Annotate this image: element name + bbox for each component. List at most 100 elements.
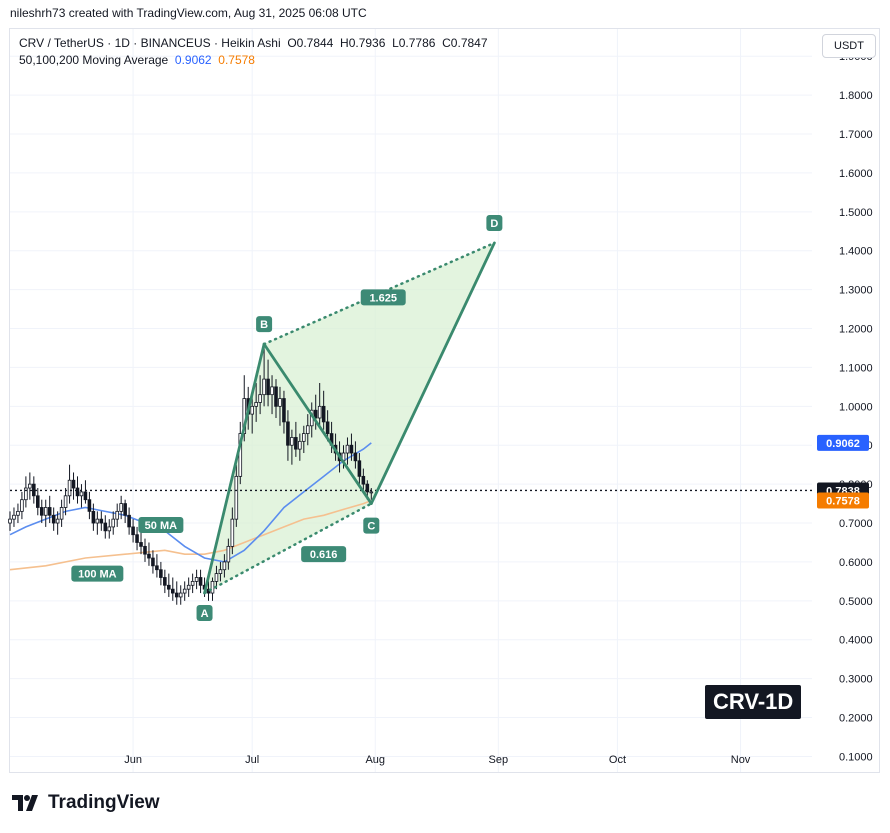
ma-label: 50,100,200 Moving Average — [19, 53, 169, 67]
candle-body — [302, 433, 306, 442]
candle-body — [32, 483, 36, 497]
ma50-line — [9, 442, 372, 563]
candle — [47, 495, 52, 524]
ma100-line — [9, 499, 372, 571]
y-tick-label: 1.8000 — [839, 90, 873, 102]
ma-label-bg — [71, 565, 124, 582]
symbol-info: CRV / TetherUS · 1D · BINANCEUS · Heikin… — [19, 36, 281, 50]
harmonic-pattern: A B C D 1.625 0.616 50 MA 100 MA — [71, 214, 503, 622]
candle-body — [135, 534, 139, 543]
point-label-d: D — [486, 214, 503, 231]
candle — [119, 495, 123, 520]
candle-body — [365, 483, 370, 493]
candle-body — [79, 491, 84, 497]
candle — [87, 491, 92, 520]
candle — [305, 414, 310, 446]
y-tick-label: 1.0000 — [839, 401, 873, 413]
candle — [71, 472, 76, 500]
candle — [75, 476, 80, 504]
candle — [103, 515, 108, 539]
price-badge-text: 0.7578 — [826, 496, 860, 508]
candle — [170, 577, 175, 601]
x-tick-label: Aug — [365, 754, 385, 766]
open-value: O0.7844 — [287, 36, 334, 50]
ma-label-text: 50 MA — [145, 520, 177, 532]
candle — [270, 375, 274, 415]
candle-body — [155, 565, 159, 571]
candle — [321, 390, 326, 430]
candle-body — [20, 499, 24, 512]
candle — [32, 476, 36, 504]
candle-body — [258, 394, 262, 403]
point-label-c-bg — [363, 517, 380, 534]
candle — [349, 433, 354, 461]
currency-button[interactable]: USDT — [822, 34, 876, 58]
candle — [186, 577, 191, 597]
candle-body — [131, 526, 135, 536]
candle-body — [194, 577, 199, 582]
candle — [115, 503, 119, 527]
candle — [250, 394, 254, 434]
candle — [317, 382, 322, 426]
candle-body — [47, 507, 52, 516]
candle-body — [139, 542, 143, 547]
y-tick-label: 1.5000 — [839, 207, 873, 219]
point-label-c: C — [363, 517, 380, 534]
y-tick-label: 1.2000 — [839, 324, 873, 336]
y-tick-label: 0.6000 — [839, 557, 873, 569]
candle-body — [234, 475, 239, 520]
chart-legend: CRV / TetherUS · 1D · BINANCEUS · Heikin… — [19, 35, 488, 69]
candle — [12, 507, 16, 527]
candle — [127, 507, 131, 535]
candle-body — [186, 584, 191, 590]
candle-body — [182, 588, 187, 594]
candle — [167, 573, 171, 597]
moving-averages — [9, 442, 372, 571]
y-tick-label: 1.4000 — [839, 246, 873, 258]
candle-body — [83, 491, 88, 501]
candle — [298, 433, 302, 461]
candle — [353, 441, 358, 469]
candle-body — [321, 405, 326, 423]
candle-body — [91, 510, 96, 524]
candle — [286, 410, 290, 461]
candle-body — [198, 577, 203, 586]
candle — [266, 359, 270, 407]
candle-body — [119, 503, 123, 512]
tradingview-logo[interactable]: TradingView — [12, 792, 160, 814]
pattern-fill — [204, 242, 495, 594]
candle — [155, 554, 159, 578]
candle — [361, 468, 366, 492]
candle-body — [28, 483, 32, 489]
candle — [159, 561, 163, 586]
candle — [234, 464, 239, 527]
candle-body — [294, 437, 298, 450]
candle-body — [290, 437, 294, 446]
candle-body — [111, 518, 116, 528]
point-label-d-bg — [486, 214, 503, 231]
candle — [24, 476, 28, 508]
candle — [174, 581, 179, 605]
y-tick-label: 0.3000 — [839, 674, 873, 686]
candle — [226, 538, 231, 570]
candle — [39, 499, 44, 524]
ma-label-text: 100 MA — [78, 569, 117, 581]
ratio-label: 0.616 — [301, 546, 347, 563]
point-label-b: B — [256, 316, 273, 333]
candle — [198, 569, 203, 594]
candle-body — [39, 507, 44, 516]
candle-body — [369, 491, 374, 494]
candle-body — [230, 518, 235, 547]
y-tick-label: 1.1000 — [839, 362, 873, 374]
candle-body — [178, 592, 183, 598]
candle-body — [353, 452, 358, 462]
point-label-a-text: A — [201, 608, 209, 620]
candle — [111, 511, 116, 535]
candle — [143, 538, 147, 562]
candle — [218, 561, 223, 582]
candle — [274, 379, 278, 419]
x-tick-label: Oct — [609, 754, 626, 766]
candle-body — [163, 577, 167, 586]
candle-body — [147, 553, 151, 559]
